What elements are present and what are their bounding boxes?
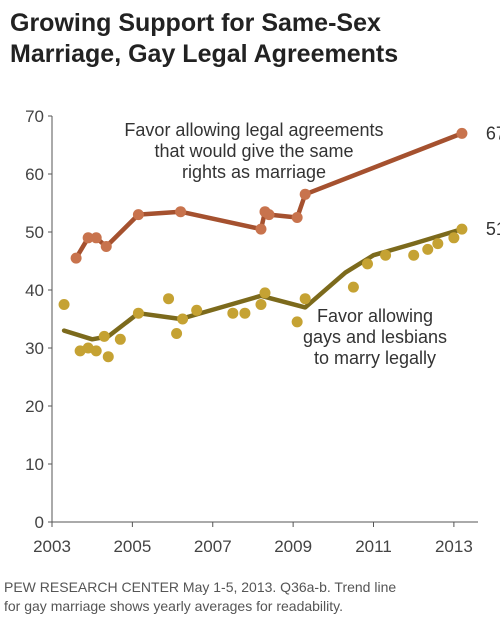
marriage-point: [171, 328, 183, 339]
y-tick-label: 50: [25, 223, 44, 242]
marriage-label-line: Favor allowing: [317, 306, 433, 326]
y-tick-label: 30: [25, 339, 44, 358]
marriage-label-line: gays and lesbians: [303, 327, 447, 347]
marriage-point: [299, 293, 311, 305]
marriage-point: [114, 333, 126, 345]
legal-agreements-label-line: that would give the same: [154, 141, 353, 161]
source-note: PEW RESEARCH CENTER May 1-5, 2013. Q36a-…: [4, 578, 496, 616]
legal-agreements-point: [263, 209, 275, 221]
marriage-point: [456, 223, 468, 235]
marriage-point: [163, 293, 175, 305]
x-tick-label: 2007: [194, 537, 232, 556]
legal-agreements-point: [82, 232, 94, 244]
marriage-point: [259, 287, 271, 299]
y-axis: 0 10 20 30 40 50 60 70: [25, 107, 53, 532]
y-tick-label: 10: [25, 455, 44, 474]
marriage-point: [98, 330, 110, 342]
marriage-point: [347, 281, 359, 293]
marriage-point: [432, 238, 444, 250]
marriage-point: [177, 313, 189, 325]
legal-agreements-point: [299, 188, 311, 200]
marriage-end-label: 51: [486, 219, 500, 239]
marriage-point: [448, 232, 460, 244]
legal-agreements-point: [90, 232, 102, 244]
y-tick-label: 40: [25, 281, 44, 300]
marriage-point: [422, 243, 434, 255]
x-axis: 2003 2005 2007 2009 2011 2013: [33, 521, 478, 556]
y-tick-label: 70: [25, 107, 44, 126]
legal-agreements-label-line: rights as marriage: [182, 162, 326, 182]
marriage-point: [191, 304, 203, 316]
legal-agreements-point: [100, 241, 112, 252]
marriage-point: [291, 316, 303, 328]
legal-agreements-point: [70, 252, 82, 264]
y-tick-label: 20: [25, 397, 44, 416]
y-tick-label: 0: [35, 513, 44, 532]
source-note-line-2: for gay marriage shows yearly averages f…: [4, 598, 344, 614]
chart-title: Growing Support for Same-Sex Marriage, G…: [10, 8, 494, 70]
marriage-point: [227, 307, 239, 319]
marriage-point: [380, 249, 392, 261]
marriage-point: [132, 307, 144, 319]
x-tick-label: 2009: [274, 537, 312, 556]
legal-agreements-point: [175, 206, 187, 218]
marriage-point: [408, 249, 420, 261]
chart-title-line-2: Marriage, Gay Legal Agreements: [10, 40, 399, 68]
marriage-point: [361, 258, 373, 270]
x-tick-label: 2013: [435, 537, 473, 556]
legal-agreements-label-line: Favor allowing legal agreements: [124, 120, 383, 140]
marriage-point: [58, 299, 70, 310]
legal-agreements-point: [291, 212, 303, 223]
marriage-series-label: Favor allowing gays and lesbians to marry …: [303, 306, 447, 368]
legal-agreements-point: [255, 223, 267, 235]
x-tick-label: 2003: [33, 537, 71, 556]
x-tick-label: 2011: [355, 537, 392, 556]
marriage-point: [255, 299, 267, 310]
legal-agreements-point: [132, 209, 144, 221]
source-note-line-1: PEW RESEARCH CENTER May 1-5, 2013. Q36a-…: [4, 579, 397, 595]
x-tick-label: 2005: [113, 537, 151, 556]
marriage-label-line: to marry legally: [314, 348, 436, 368]
legal-agreements-end-label: 67: [486, 123, 500, 143]
series-layer: [58, 127, 468, 363]
marriage-point: [102, 351, 114, 363]
y-tick-label: 60: [25, 165, 44, 184]
legal-agreements-series-label: Favor allowing legal agreements that woul…: [124, 120, 383, 182]
legal-agreements-point: [456, 127, 468, 139]
marriage-point: [239, 307, 251, 319]
series-labels: 67 51 Favor allowing legal agreementsthat …: [124, 120, 500, 368]
marriage-point: [90, 345, 102, 357]
chart-title-line-1: Growing Support for Same-Sex: [10, 9, 381, 37]
